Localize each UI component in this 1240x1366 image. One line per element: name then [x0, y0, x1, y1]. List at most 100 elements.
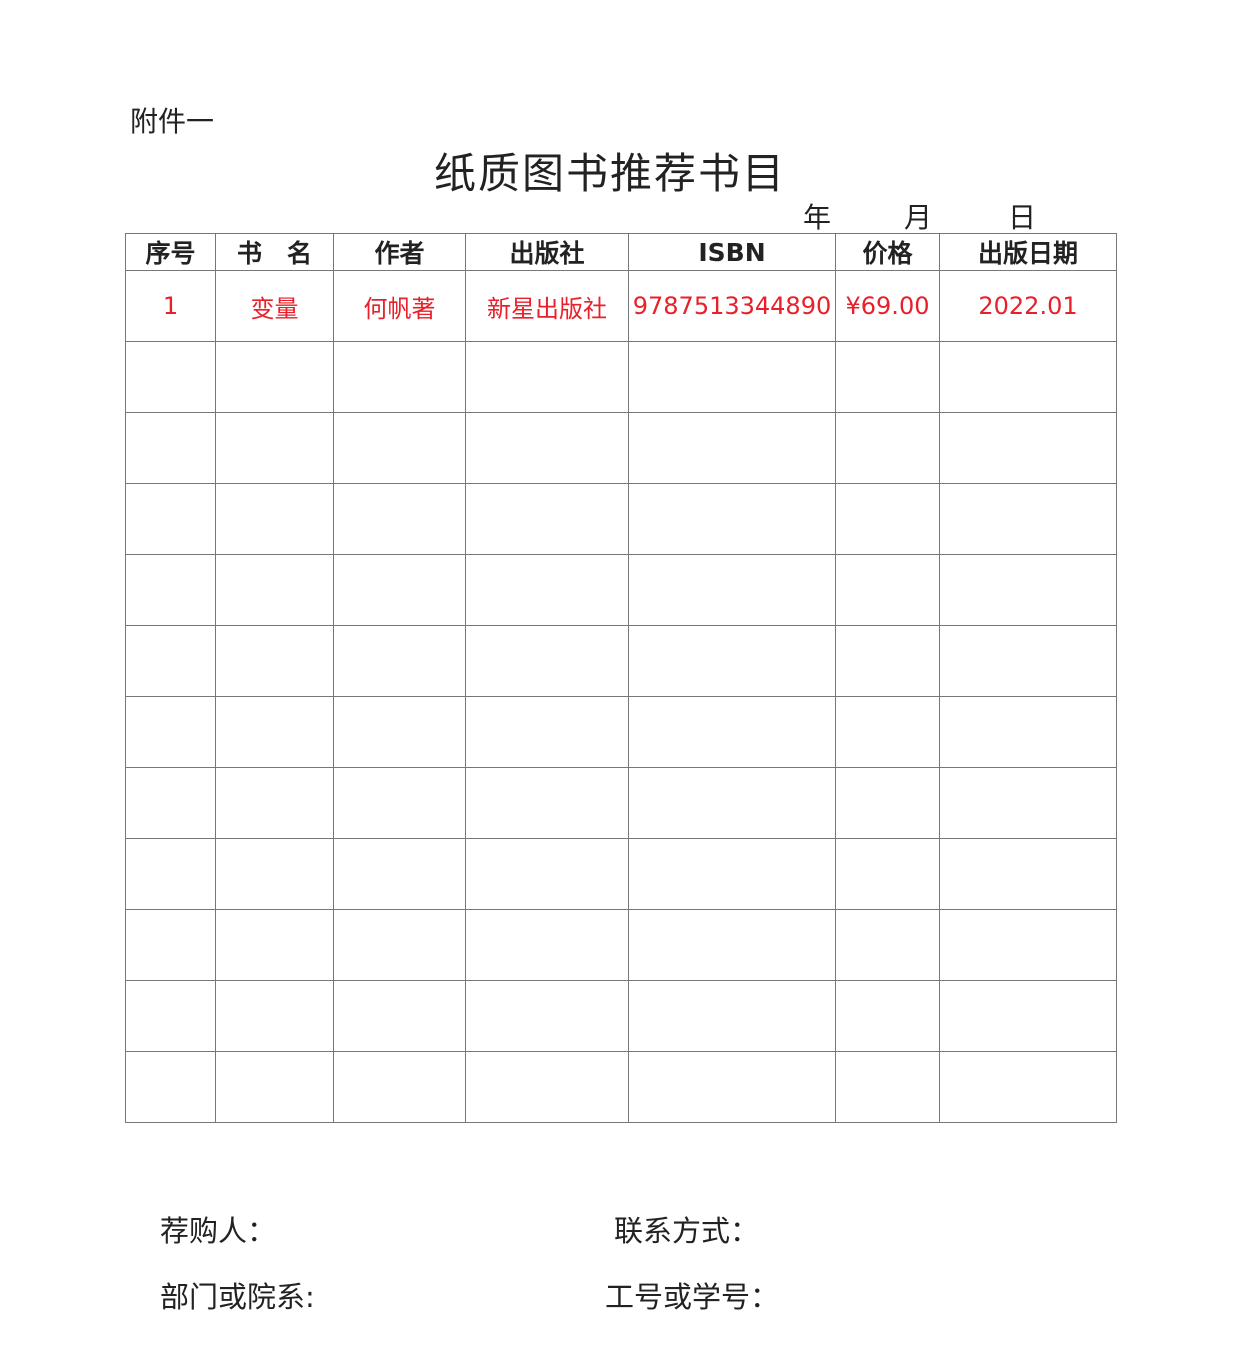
contact-label: 联系方式：: [614, 1214, 760, 1248]
header-index: 序号: [125, 233, 216, 271]
cell-publisher: [465, 1051, 629, 1123]
cell-price: ¥69.00: [835, 270, 940, 342]
cell-price: [835, 909, 940, 981]
cell-pub-date: [939, 412, 1117, 484]
cell-index: [125, 696, 216, 768]
cell-index: [125, 412, 216, 484]
cell-publisher: [465, 554, 629, 626]
cell-isbn: [628, 625, 836, 697]
header-price: 价格: [835, 233, 940, 271]
cell-price: [835, 696, 940, 768]
cell-author: [333, 838, 466, 910]
cell-isbn: [628, 554, 836, 626]
table-row: 1 变量 何帆著 新星出版社 9787513344890 ¥69.00 2022.01: [125, 270, 1117, 342]
cell-title: [215, 980, 334, 1052]
cell-price: [835, 980, 940, 1052]
table-row: [125, 483, 1117, 555]
cell-publisher: [465, 625, 629, 697]
table-row: [125, 554, 1117, 626]
cell-isbn: [628, 767, 836, 839]
date-year-label: 年: [803, 201, 832, 234]
cell-isbn: [628, 909, 836, 981]
cell-title: [215, 341, 334, 413]
cell-index: [125, 980, 216, 1052]
cell-index: [125, 1051, 216, 1123]
cell-title: [215, 838, 334, 910]
cell-pub-date: [939, 838, 1117, 910]
cell-author: 何帆著: [333, 270, 466, 342]
cell-publisher: [465, 909, 629, 981]
header-isbn: ISBN: [628, 233, 836, 271]
cell-author: [333, 625, 466, 697]
cell-isbn: [628, 838, 836, 910]
table-row: [125, 1051, 1117, 1123]
cell-publisher: 新星出版社: [465, 270, 629, 342]
cell-publisher: [465, 767, 629, 839]
cell-price: [835, 554, 940, 626]
cell-price: [835, 838, 940, 910]
cell-author: [333, 412, 466, 484]
cell-publisher: [465, 838, 629, 910]
cell-title: [215, 1051, 334, 1123]
page-title: 纸质图书推荐书目: [433, 149, 786, 198]
cell-publisher: [465, 341, 629, 413]
attachment-label: 附件一: [130, 105, 215, 138]
cell-author: [333, 696, 466, 768]
cell-index: [125, 341, 216, 413]
table-row: [125, 980, 1117, 1052]
cell-index: 1: [125, 270, 216, 342]
cell-pub-date: [939, 980, 1117, 1052]
cell-price: [835, 767, 940, 839]
cell-title: [215, 767, 334, 839]
recommender-label: 荐购人：: [160, 1214, 277, 1248]
id-number-label: 工号或学号：: [605, 1280, 780, 1314]
table-row: [125, 625, 1117, 697]
cell-index: [125, 909, 216, 981]
cell-isbn: [628, 980, 836, 1052]
cell-publisher: [465, 980, 629, 1052]
header-author: 作者: [333, 233, 466, 271]
cell-price: [835, 341, 940, 413]
cell-author: [333, 341, 466, 413]
cell-isbn: [628, 1051, 836, 1123]
cell-index: [125, 625, 216, 697]
cell-title: [215, 909, 334, 981]
date-month-label: 月: [904, 201, 933, 234]
cell-title: [215, 696, 334, 768]
cell-index: [125, 767, 216, 839]
cell-pub-date: 2022.01: [939, 270, 1117, 342]
cell-author: [333, 909, 466, 981]
cell-isbn: [628, 412, 836, 484]
cell-pub-date: [939, 696, 1117, 768]
cell-price: [835, 412, 940, 484]
cell-price: [835, 625, 940, 697]
cell-author: [333, 767, 466, 839]
cell-title: [215, 554, 334, 626]
cell-publisher: [465, 483, 629, 555]
cell-pub-date: [939, 625, 1117, 697]
cell-index: [125, 838, 216, 910]
cell-isbn: [628, 696, 836, 768]
cell-price: [835, 483, 940, 555]
cell-pub-date: [939, 909, 1117, 981]
book-recommendation-table: 序号书 名作者 出版社 ISBN 价格 出版日期 1 变量 何帆著 新星出版社 97875133…: [125, 233, 1117, 1123]
cell-isbn: [628, 483, 836, 555]
cell-publisher: [465, 412, 629, 484]
table-row: [125, 767, 1117, 839]
header-pub-date: 出版日期: [939, 233, 1117, 271]
cell-author: [333, 483, 466, 555]
cell-isbn: [628, 341, 836, 413]
department-label: 部门或院系:: [160, 1280, 315, 1314]
table-row: [125, 341, 1117, 413]
cell-isbn: 9787513344890: [628, 270, 836, 342]
cell-author: [333, 554, 466, 626]
cell-title: 变量: [215, 270, 334, 342]
table-row: [125, 909, 1117, 981]
table-row: [125, 412, 1117, 484]
cell-pub-date: [939, 1051, 1117, 1123]
cell-pub-date: [939, 341, 1117, 413]
cell-title: [215, 483, 334, 555]
header-publisher: 出版社: [465, 233, 629, 271]
cell-index: [125, 554, 216, 626]
cell-title: [215, 412, 334, 484]
